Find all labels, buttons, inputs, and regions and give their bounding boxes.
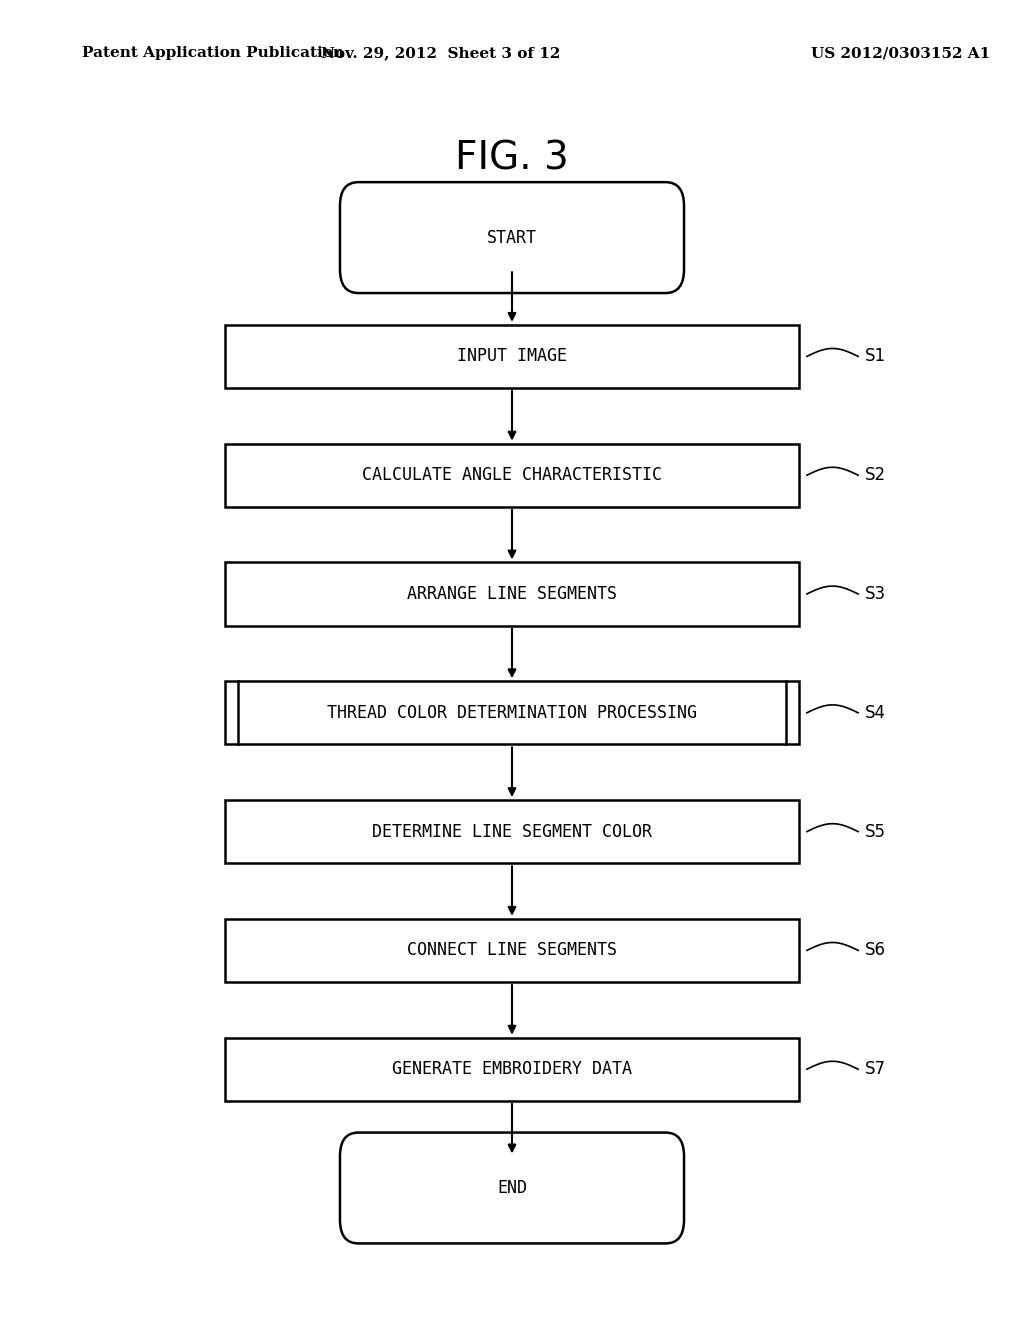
Text: ARRANGE LINE SEGMENTS: ARRANGE LINE SEGMENTS [407,585,617,603]
Bar [225,325,799,388]
Text: S1: S1 [865,347,887,366]
Text: S7: S7 [865,1060,887,1078]
Text: S5: S5 [865,822,887,841]
Bar [225,1038,799,1101]
Text: S3: S3 [865,585,887,603]
Bar [225,562,799,626]
Text: INPUT IMAGE: INPUT IMAGE [457,347,567,366]
Text: CALCULATE ANGLE CHARACTERISTIC: CALCULATE ANGLE CHARACTERISTIC [362,466,662,484]
Bar [225,681,799,744]
Text: S2: S2 [865,466,887,484]
Text: S6: S6 [865,941,887,960]
Bar [225,444,799,507]
Text: US 2012/0303152 A1: US 2012/0303152 A1 [811,46,991,61]
Text: DETERMINE LINE SEGMENT COLOR: DETERMINE LINE SEGMENT COLOR [372,822,652,841]
Text: THREAD COLOR DETERMINATION PROCESSING: THREAD COLOR DETERMINATION PROCESSING [327,704,697,722]
Text: Nov. 29, 2012  Sheet 3 of 12: Nov. 29, 2012 Sheet 3 of 12 [321,46,560,61]
FancyBboxPatch shape [340,1133,684,1243]
Text: GENERATE EMBROIDERY DATA: GENERATE EMBROIDERY DATA [392,1060,632,1078]
Text: END: END [497,1179,527,1197]
Text: S4: S4 [865,704,887,722]
Text: FIG. 3: FIG. 3 [455,140,569,177]
Bar [225,800,799,863]
Text: Patent Application Publication: Patent Application Publication [82,46,344,61]
Bar [225,919,799,982]
Text: START: START [487,228,537,247]
FancyBboxPatch shape [340,182,684,293]
Text: CONNECT LINE SEGMENTS: CONNECT LINE SEGMENTS [407,941,617,960]
